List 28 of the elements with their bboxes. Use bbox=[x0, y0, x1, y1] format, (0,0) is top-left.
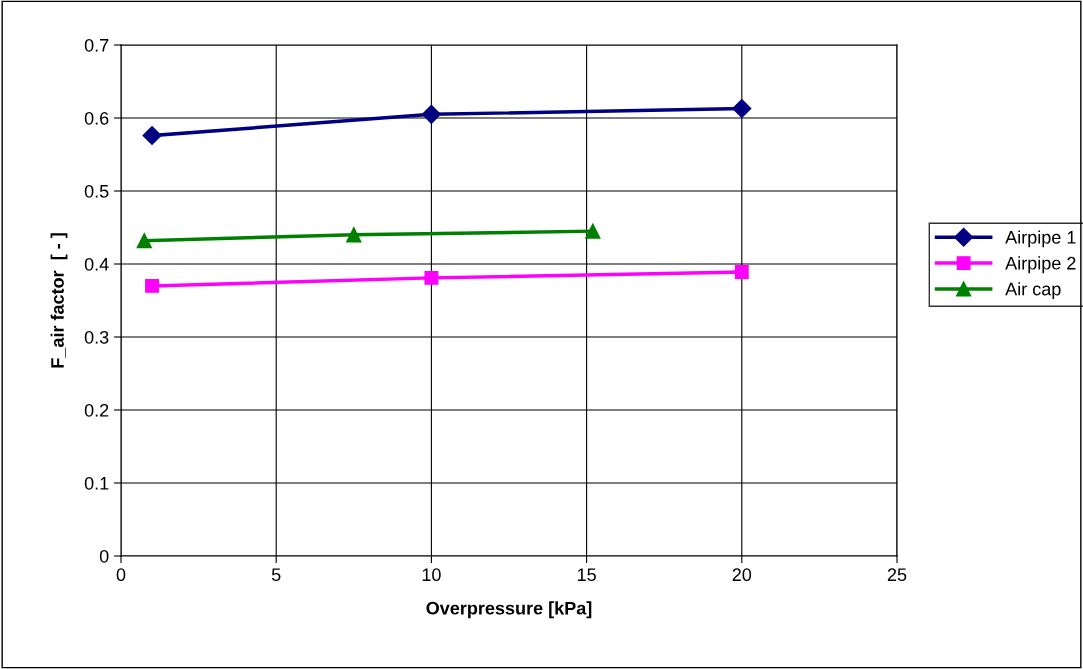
x-axis-title: Overpressure [kPa] bbox=[426, 601, 592, 619]
point bbox=[424, 270, 439, 285]
legend-label: Air cap bbox=[1005, 282, 1061, 299]
y-tick-label: 0.7 bbox=[84, 38, 109, 52]
y-tick-label: 0 bbox=[99, 549, 109, 563]
point bbox=[142, 125, 162, 146]
x-tick-label: 15 bbox=[577, 568, 596, 582]
x-tick-label: 20 bbox=[732, 568, 752, 582]
point bbox=[136, 233, 152, 249]
point bbox=[346, 227, 362, 243]
point bbox=[585, 223, 601, 239]
y-tick-label: 0.3 bbox=[84, 330, 109, 344]
point bbox=[732, 98, 752, 119]
y-tick-label: 0.4 bbox=[84, 257, 109, 271]
point bbox=[145, 278, 159, 293]
x-tick-label: 25 bbox=[887, 568, 907, 582]
y-tick-label: 0.5 bbox=[84, 184, 109, 198]
point bbox=[421, 104, 441, 124]
legend-label: Airpipe 1 bbox=[1005, 230, 1076, 248]
legend-label: Airpipe 2 bbox=[1005, 256, 1076, 274]
point bbox=[734, 265, 749, 279]
x-tick-label: 5 bbox=[271, 568, 281, 582]
x-tick-label: 0 bbox=[116, 568, 126, 582]
y-tick-label: 0.2 bbox=[84, 403, 109, 417]
y-axis-title: F_air factor [ - ] bbox=[50, 233, 68, 368]
y-tick-label: 0.6 bbox=[84, 111, 109, 125]
x-tick-label: 10 bbox=[422, 568, 441, 582]
y-tick-label: 0.1 bbox=[84, 476, 109, 490]
